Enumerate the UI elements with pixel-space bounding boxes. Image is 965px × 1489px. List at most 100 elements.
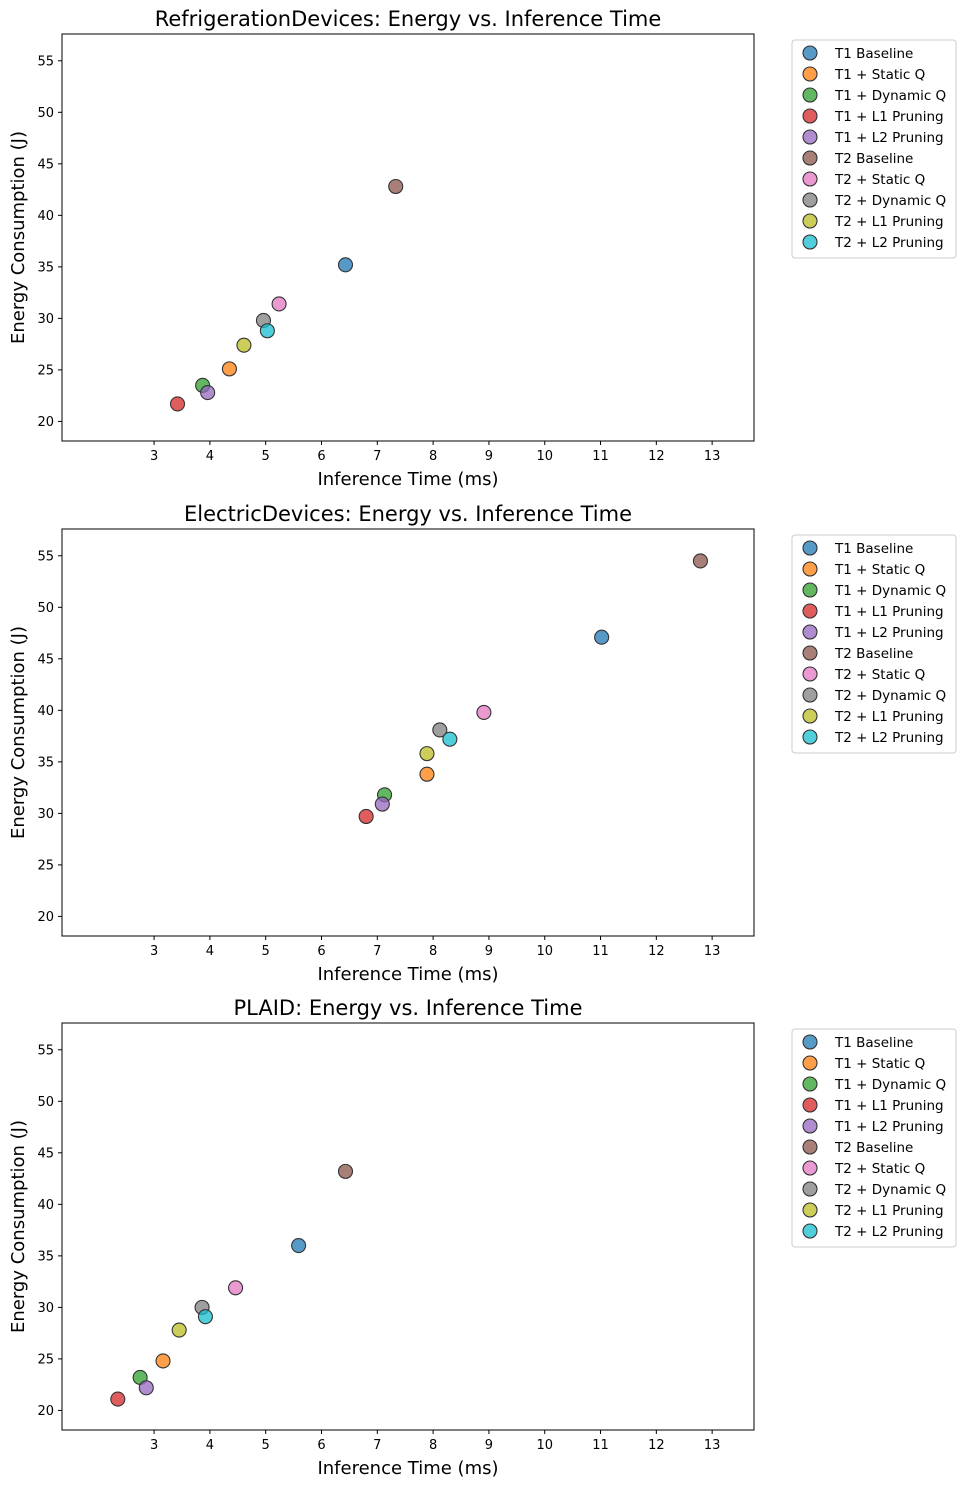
- point-t1-baseline: [291, 1238, 307, 1254]
- y-axis-label: Energy Consumption (J): [8, 626, 29, 839]
- point-t1-baseline: [337, 257, 354, 273]
- chart-panel-1: RefrigerationDevices: Energy vs. Inferen…: [8, 7, 957, 490]
- legend-label: T1 + L2 Pruning: [834, 625, 944, 641]
- x-axis-label: Inference Time (ms): [317, 1458, 498, 1479]
- legend-marker: [802, 729, 818, 745]
- x-tick-label: 8: [429, 1438, 437, 1453]
- x-tick-label: 3: [150, 944, 158, 959]
- legend-label: T2 Baseline: [834, 151, 913, 167]
- legend-marker: [802, 129, 818, 145]
- y-tick-label: 45: [37, 157, 54, 172]
- x-tick-label: 13: [704, 1438, 721, 1453]
- chart-title: RefrigerationDevices: Energy vs. Inferen…: [155, 7, 662, 31]
- plot-area: [61, 33, 755, 442]
- legend-marker: [802, 171, 818, 187]
- point-t2-l2-pruning: [259, 323, 275, 339]
- legend-box: [791, 39, 957, 259]
- point-t1-baseline: [594, 629, 610, 645]
- y-tick-label: 35: [37, 755, 54, 770]
- plot-area: [61, 1022, 755, 1431]
- y-tick-label: 25: [37, 1352, 54, 1367]
- legend-marker: [802, 708, 818, 724]
- legend-label: T2 + Static Q: [834, 667, 925, 683]
- x-axis-label: Inference Time (ms): [317, 469, 498, 490]
- legend-label: T1 + L1 Pruning: [834, 1098, 944, 1114]
- legend-marker: [802, 1181, 818, 1197]
- legend-label: T2 + Static Q: [834, 172, 925, 188]
- legend-marker: [802, 540, 818, 556]
- legend-label: T1 + Static Q: [834, 1056, 925, 1072]
- legend-marker: [802, 645, 818, 661]
- legend-marker: [802, 1034, 818, 1050]
- chart-title: ElectricDevices: Energy vs. Inference Ti…: [184, 502, 632, 526]
- legend-marker: [802, 603, 818, 619]
- x-tick-label: 7: [373, 944, 381, 959]
- legend-marker: [802, 1097, 818, 1113]
- point-t1-l1-pruning: [358, 808, 374, 825]
- x-tick-label: 12: [648, 1438, 665, 1453]
- y-tick-label: 55: [37, 54, 54, 69]
- legend-marker: [802, 45, 818, 61]
- x-tick-label: 10: [536, 449, 553, 464]
- point-t2-baseline: [692, 553, 708, 569]
- x-tick-label: 5: [262, 449, 270, 464]
- legend-label: T1 + Static Q: [834, 562, 925, 578]
- x-tick-label: 7: [373, 1438, 381, 1453]
- point-t1-l2-pruning: [374, 796, 390, 812]
- point-t2-l2-pruning: [197, 1309, 213, 1325]
- legend-marker: [802, 192, 818, 208]
- x-tick-label: 13: [704, 449, 721, 464]
- point-t1-l2-pruning: [200, 385, 216, 401]
- x-tick-label: 3: [150, 449, 158, 464]
- y-tick-label: 55: [37, 1043, 54, 1058]
- point-t2-l2-pruning: [442, 731, 458, 747]
- point-t2-baseline: [337, 1163, 354, 1179]
- y-tick-label: 35: [37, 1249, 54, 1264]
- x-tick-label: 4: [206, 1438, 214, 1453]
- x-tick-label: 6: [317, 449, 325, 464]
- point-t2-static-q: [271, 296, 287, 312]
- point-t1-static-q: [221, 361, 237, 377]
- point-t2-l1-pruning: [419, 746, 435, 762]
- y-tick-label: 45: [37, 652, 54, 667]
- legend-label: T1 Baseline: [834, 541, 913, 557]
- legend-label: T2 Baseline: [834, 1140, 913, 1156]
- x-tick-label: 12: [648, 944, 665, 959]
- legend-label: T2 + Static Q: [834, 1161, 925, 1177]
- legend-marker: [802, 624, 818, 640]
- y-tick-label: 55: [37, 549, 54, 564]
- legend-marker: [802, 150, 818, 166]
- legend-label: T1 + L2 Pruning: [834, 130, 944, 146]
- x-tick-label: 5: [262, 944, 270, 959]
- x-tick-label: 3: [150, 1438, 158, 1453]
- y-tick-label: 50: [37, 601, 54, 616]
- y-tick-label: 20: [37, 1404, 54, 1419]
- legend-label: T2 + L1 Pruning: [834, 214, 944, 230]
- x-tick-label: 8: [429, 449, 437, 464]
- point-t1-l1-pruning: [110, 1391, 126, 1407]
- legend-marker: [802, 66, 818, 82]
- x-tick-label: 11: [592, 1438, 609, 1453]
- y-tick-label: 40: [37, 209, 54, 224]
- legend-marker: [802, 561, 818, 577]
- legend-label: T1 + Static Q: [834, 67, 925, 83]
- y-tick-label: 25: [37, 363, 54, 378]
- legend-label: T1 + Dynamic Q: [834, 583, 946, 599]
- legend-label: T2 + L2 Pruning: [834, 730, 944, 746]
- x-tick-label: 4: [206, 449, 214, 464]
- legend-label: T1 + L1 Pruning: [834, 109, 944, 125]
- x-tick-label: 9: [485, 944, 493, 959]
- legend-label: T2 + L2 Pruning: [834, 1224, 944, 1240]
- legend-label: T1 + Dynamic Q: [834, 1077, 946, 1093]
- legend-label: T1 + L1 Pruning: [834, 604, 944, 620]
- x-tick-label: 10: [536, 944, 553, 959]
- x-axis-label: Inference Time (ms): [317, 964, 498, 985]
- legend-label: T2 + Dynamic Q: [834, 193, 946, 209]
- y-tick-label: 20: [37, 910, 54, 925]
- point-t1-static-q: [155, 1353, 171, 1369]
- x-tick-label: 9: [485, 449, 493, 464]
- point-t2-l1-pruning: [236, 337, 252, 353]
- legend-label: T2 + L1 Pruning: [834, 1203, 944, 1219]
